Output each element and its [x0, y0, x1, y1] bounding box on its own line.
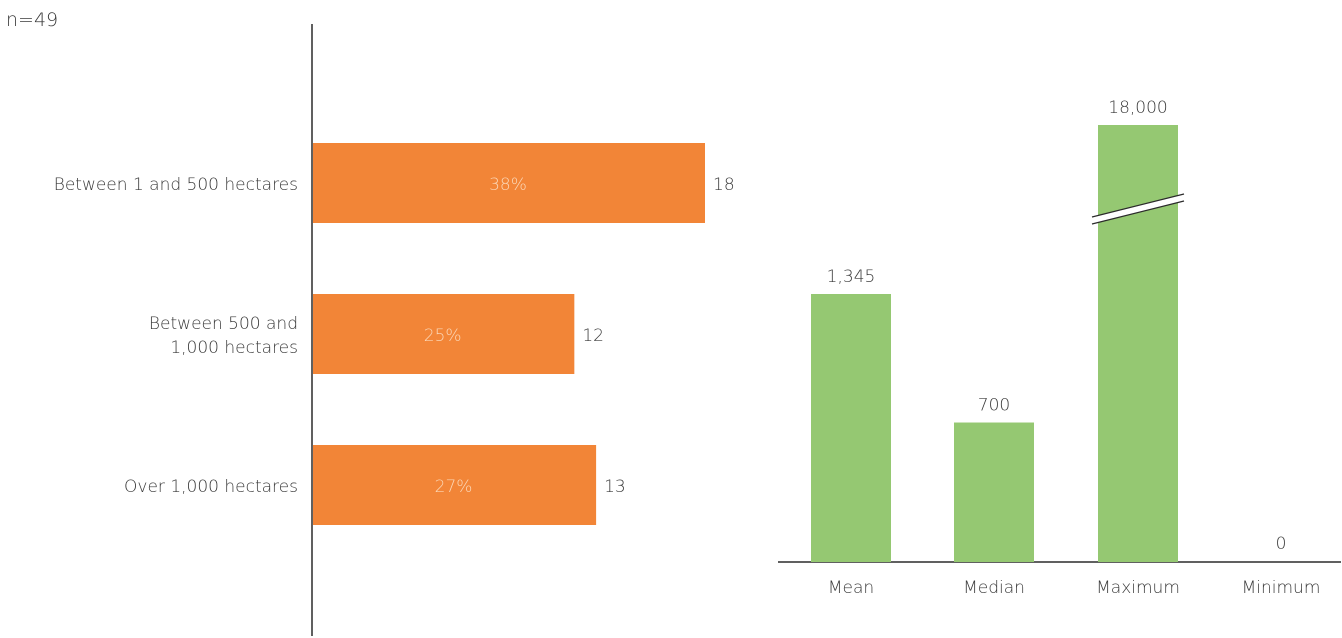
column-category-label: Minimum [1242, 578, 1321, 598]
column-2 [1098, 125, 1178, 562]
column-1 [954, 422, 1034, 562]
bar-0 [313, 143, 705, 223]
column-value-label: 0 [1276, 534, 1287, 554]
column-value-label: 18,000 [1108, 98, 1167, 118]
category-label: Between 500 and [149, 314, 298, 334]
column-category-label: Maximum [1096, 578, 1180, 598]
horizontal-bar-chart: Between 1 and 500 hectares 38% 18 Between 5… [54, 24, 735, 636]
sample-size-note: n=49 [6, 9, 58, 31]
axis-break-line-lower [1091, 200, 1185, 225]
value-label: 18 [713, 175, 735, 195]
category-label: Between 1 and 500 hectares [54, 175, 298, 195]
value-label: 13 [604, 477, 626, 497]
percent-label: 25% [424, 326, 462, 346]
column-category-label: Mean [828, 578, 874, 598]
percent-label: 38% [489, 175, 527, 195]
category-label: 1,000 hectares [170, 338, 298, 358]
bar-1 [313, 294, 575, 374]
column-0 [811, 294, 891, 562]
column-category-label: Median [963, 578, 1025, 598]
bar-2 [313, 445, 597, 525]
column-value-label: 700 [978, 396, 1010, 416]
category-label: Over 1,000 hectares [124, 477, 298, 497]
column-value-label: 1,345 [827, 267, 876, 287]
value-label: 12 [582, 326, 604, 346]
percent-label: 27% [435, 477, 473, 497]
axis-break-gap [1092, 194, 1184, 224]
vertical-bar-chart: 1,345 Mean 700 Median 18,000 Maximum 0 Minimum [778, 98, 1341, 598]
axis-break-mark [1091, 193, 1185, 225]
axis-break-line-upper [1091, 193, 1185, 218]
